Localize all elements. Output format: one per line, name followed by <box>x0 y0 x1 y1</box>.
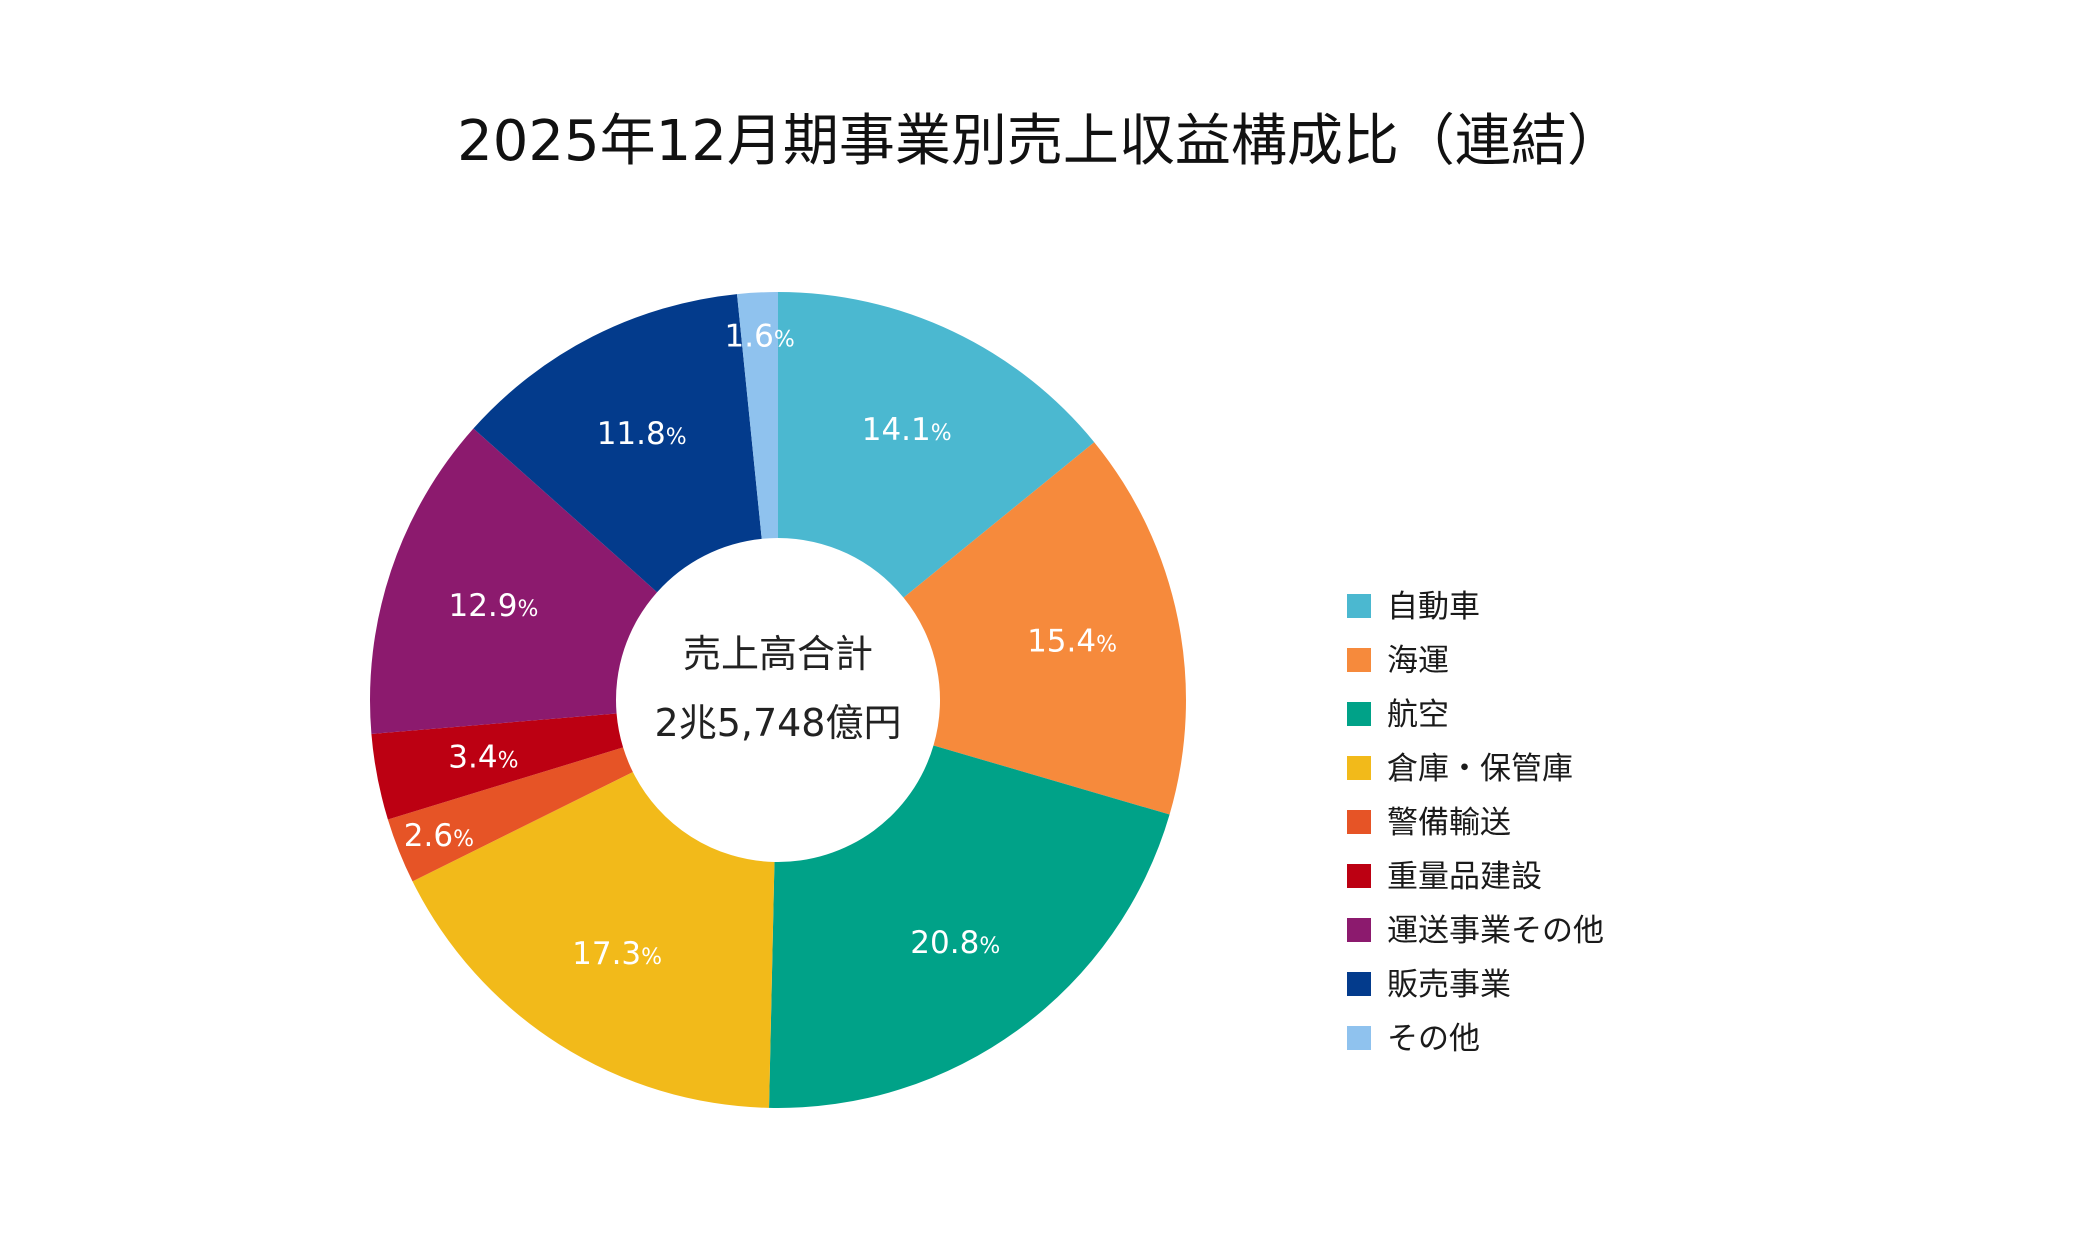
chart-title: 2025年12月期事業別売上収益構成比（連結） <box>457 109 1623 174</box>
legend-swatch-4 <box>1347 756 1371 780</box>
legend-swatch-8 <box>1347 972 1371 996</box>
pie-slice-2 <box>903 442 1186 815</box>
slice-label-3: 20.8% <box>910 925 1000 961</box>
legend-label-6: 重量品建設 <box>1387 859 1542 895</box>
legend-label-4: 倉庫・保管庫 <box>1387 751 1573 787</box>
slice-label-1: 14.1% <box>862 412 952 448</box>
slice-labels: 14.1% 15.4% 20.8% 17.3% 2.6% 3.4% 12.9% 11.8% 1.… <box>404 318 1117 972</box>
pie-slice-6 <box>371 713 624 820</box>
slice-label-5: 2.6% <box>404 818 474 854</box>
pie-slice-7 <box>369 428 658 734</box>
pie-slices <box>369 292 1186 1109</box>
legend-label-7: 運送事業その他 <box>1387 913 1604 949</box>
legend-label-1: 自動車 <box>1387 589 1480 625</box>
legend-label-8: 販売事業 <box>1387 967 1511 1003</box>
slice-label-9: 1.6% <box>725 318 795 354</box>
legend-label-3: 航空 <box>1387 697 1449 733</box>
donut-center: 売上高合計 2兆5,748億円 <box>655 632 902 745</box>
center-value: 2兆5,748億円 <box>655 701 902 745</box>
legend-swatch-1 <box>1347 594 1371 618</box>
slice-label-4: 17.3% <box>572 936 662 972</box>
slice-label-2: 15.4% <box>1027 623 1117 659</box>
pie-slice-3 <box>769 745 1170 1109</box>
legend-swatch-7 <box>1347 918 1371 942</box>
pie-slice-9 <box>737 292 778 539</box>
slice-label-8: 11.8% <box>597 416 687 452</box>
legend-swatch-6 <box>1347 864 1371 888</box>
slice-label-7: 12.9% <box>448 588 538 624</box>
legend-label-5: 警備輸送 <box>1387 805 1511 841</box>
pie-slice-1 <box>778 292 1095 598</box>
legend-swatch-3 <box>1347 702 1371 726</box>
legend-label-2: 海運 <box>1387 643 1449 679</box>
legend-swatch-2 <box>1347 648 1371 672</box>
slice-label-6: 3.4% <box>448 740 518 776</box>
pie-slice-5 <box>387 747 633 882</box>
legend-swatch-9 <box>1347 1026 1371 1050</box>
pie-slice-8 <box>473 294 762 593</box>
pie-slice-4 <box>412 772 775 1108</box>
legend-swatch-5 <box>1347 810 1371 834</box>
center-label: 売上高合計 <box>683 632 873 676</box>
legend-label-9: その他 <box>1387 1021 1480 1057</box>
